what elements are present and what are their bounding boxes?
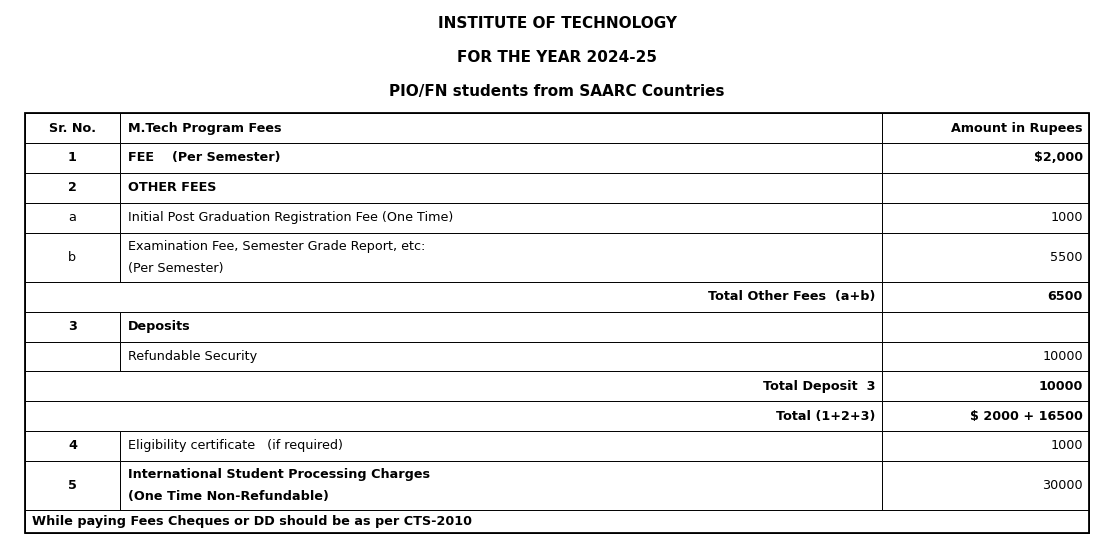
Text: Amount in Rupees: Amount in Rupees [951,122,1083,135]
Text: OTHER FEES: OTHER FEES [128,181,216,194]
Bar [120,312,882,342]
Text: (Per Semester): (Per Semester) [128,261,224,274]
Bar [882,232,1089,282]
Text: INSTITUTE OF TECHNOLOGY: INSTITUTE OF TECHNOLOGY [438,16,676,31]
Text: M.Tech Program Fees: M.Tech Program Fees [128,122,282,135]
Bar [25,232,120,282]
Bar [25,173,120,203]
Text: 5500: 5500 [1051,251,1083,264]
Text: Total (1+2+3): Total (1+2+3) [775,410,876,423]
Bar [882,401,1089,431]
Bar [25,282,882,312]
Bar [25,312,120,342]
Text: Examination Fee, Semester Grade Report, etc:: Examination Fee, Semester Grade Report, … [128,240,426,253]
Bar [120,143,882,173]
Bar [120,461,882,510]
Bar [25,113,120,143]
Bar [120,173,882,203]
Bar [25,401,882,431]
Bar [25,203,120,232]
Text: 2: 2 [68,181,77,194]
Bar [120,232,882,282]
Bar [882,282,1089,312]
Text: 10000: 10000 [1043,350,1083,363]
Text: 10000: 10000 [1038,380,1083,393]
Text: $ 2000 + 16500: $ 2000 + 16500 [970,410,1083,423]
Bar [25,143,120,173]
Text: Sr. No.: Sr. No. [49,122,96,135]
Text: 3: 3 [68,320,77,333]
Bar [882,371,1089,401]
Bar [25,113,1089,533]
Text: 5: 5 [68,479,77,492]
Text: Total Other Fees  (a+b): Total Other Fees (a+b) [707,290,876,303]
Text: Deposits: Deposits [128,320,190,333]
Bar [25,371,882,401]
Bar [882,113,1089,143]
Text: Initial Post Graduation Registration Fee (One Time): Initial Post Graduation Registration Fee… [128,211,453,224]
Bar [120,203,882,232]
Text: b: b [68,251,77,264]
Bar [882,312,1089,342]
Text: 1: 1 [68,151,77,164]
Text: Eligibility certificate   (if required): Eligibility certificate (if required) [128,439,343,452]
Text: FOR THE YEAR 2024-25: FOR THE YEAR 2024-25 [457,50,657,65]
Text: PIO/FN students from SAARC Countries: PIO/FN students from SAARC Countries [389,84,725,99]
Bar [25,461,120,510]
Text: 4: 4 [68,439,77,452]
Text: 1000: 1000 [1051,211,1083,224]
Bar [882,461,1089,510]
Text: 6500: 6500 [1047,290,1083,303]
Bar [25,431,120,461]
Text: (One Time Non-Refundable): (One Time Non-Refundable) [128,490,329,503]
Bar [882,431,1089,461]
Bar [120,113,882,143]
Bar [25,342,120,371]
Text: While paying Fees Cheques or DD should be as per CTS-2010: While paying Fees Cheques or DD should b… [32,515,472,528]
Bar [120,431,882,461]
Text: Total Deposit  3: Total Deposit 3 [763,380,876,393]
Text: International Student Processing Charges: International Student Processing Charges [128,468,430,481]
Bar [882,143,1089,173]
Text: a: a [68,211,77,224]
Text: FEE    (Per Semester): FEE (Per Semester) [128,151,281,164]
Text: 30000: 30000 [1043,479,1083,492]
Bar [25,510,1089,533]
Bar [120,342,882,371]
Bar [882,203,1089,232]
Text: $2,000: $2,000 [1034,151,1083,164]
Bar [882,342,1089,371]
Text: Refundable Security: Refundable Security [128,350,257,363]
Text: 1000: 1000 [1051,439,1083,452]
Bar [882,173,1089,203]
